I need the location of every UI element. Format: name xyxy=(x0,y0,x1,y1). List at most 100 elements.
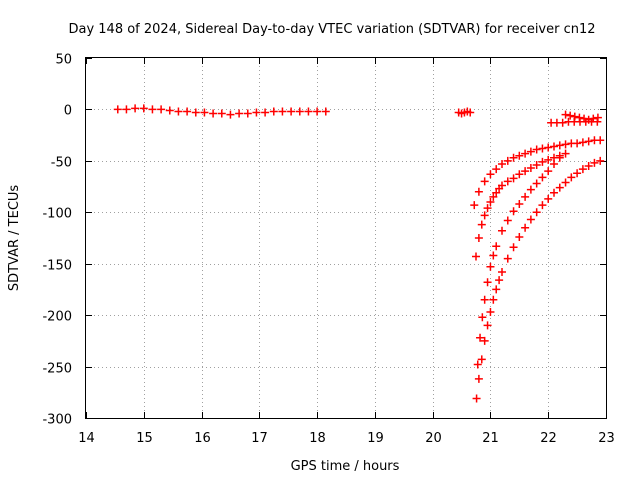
data-point xyxy=(269,107,278,116)
data-point xyxy=(477,355,486,364)
data-point xyxy=(578,165,587,174)
data-point xyxy=(573,169,582,178)
data-point xyxy=(544,167,553,176)
data-point xyxy=(480,177,489,186)
data-point xyxy=(544,194,553,203)
x-tick-label: 21 xyxy=(482,431,499,446)
data-point xyxy=(492,242,501,251)
data-point xyxy=(503,177,512,186)
data-point xyxy=(486,308,495,317)
data-point xyxy=(593,113,602,122)
x-tick-label: 14 xyxy=(78,431,95,446)
data-point xyxy=(550,142,558,151)
data-point xyxy=(555,183,564,192)
y-tick-label: -150 xyxy=(42,259,72,274)
data-point xyxy=(515,170,524,179)
data-point xyxy=(480,336,489,345)
data-point xyxy=(466,108,475,117)
data-point xyxy=(483,278,492,287)
data-point xyxy=(313,107,322,116)
data-point xyxy=(532,179,541,188)
data-point xyxy=(561,140,570,149)
data-point xyxy=(555,141,564,150)
data-point xyxy=(489,295,498,304)
y-tick-label: 0 xyxy=(64,104,72,119)
x-tick-label: 20 xyxy=(425,431,442,446)
data-point xyxy=(558,118,567,127)
data-point xyxy=(113,105,122,114)
data-point xyxy=(584,162,593,170)
data-point xyxy=(480,211,489,220)
data-point xyxy=(570,112,579,121)
data-point xyxy=(509,153,518,162)
data-point xyxy=(532,160,541,169)
data-point xyxy=(191,108,200,117)
y-axis-label: SDTVAR / TECUs xyxy=(7,185,22,292)
x-tick-label: 18 xyxy=(309,431,326,446)
data-point xyxy=(209,109,218,118)
data-point xyxy=(474,187,483,196)
data-point xyxy=(561,149,570,158)
data-point xyxy=(521,223,530,232)
data-point xyxy=(590,158,599,167)
axis-ticks: 14 15 16 17 18 19 20 21 22 23 -300 -250 -200 -150 -100… xyxy=(42,53,614,447)
data-point xyxy=(498,159,506,168)
data-point xyxy=(472,252,480,261)
data-point xyxy=(575,113,584,122)
series-arc-1 xyxy=(113,104,330,119)
data-point xyxy=(509,243,518,252)
y-tick-label: -100 xyxy=(42,207,72,222)
data-point xyxy=(492,285,501,294)
data-point xyxy=(486,262,495,271)
data-point xyxy=(492,165,501,174)
data-point xyxy=(515,232,524,241)
data-point xyxy=(596,156,605,165)
data-point xyxy=(567,173,576,182)
data-point xyxy=(498,181,506,190)
data-point xyxy=(503,216,512,225)
data-point xyxy=(200,108,209,117)
data-point xyxy=(287,107,296,116)
data-point xyxy=(489,192,498,201)
data-point xyxy=(183,107,192,116)
x-tick-label: 15 xyxy=(136,431,153,446)
series-arc-5 xyxy=(473,153,564,369)
data-point xyxy=(521,192,530,201)
x-tick-label: 17 xyxy=(251,431,268,446)
data-point xyxy=(243,109,252,118)
data-point xyxy=(295,107,304,116)
chart-title: Day 148 of 2024, Sidereal Day-to-day VTE… xyxy=(68,22,595,37)
y-tick-label: -250 xyxy=(42,362,72,377)
data-point xyxy=(515,200,524,209)
data-point xyxy=(584,137,593,146)
data-point xyxy=(235,109,244,118)
data-point xyxy=(526,164,535,173)
data-point xyxy=(480,295,489,304)
series-arc-4 xyxy=(472,149,570,261)
x-tick-label: 19 xyxy=(367,431,384,446)
data-point xyxy=(492,188,501,197)
data-point xyxy=(544,143,553,152)
data-point xyxy=(131,104,140,113)
data-point xyxy=(304,107,313,116)
data-point xyxy=(578,138,587,147)
series-arc-2 xyxy=(454,107,475,118)
data-point xyxy=(122,105,131,114)
data-point xyxy=(174,107,183,116)
data-point xyxy=(474,234,483,242)
plot-frame xyxy=(85,57,607,419)
data-point xyxy=(538,144,547,153)
data-point xyxy=(498,267,506,276)
data-point xyxy=(478,313,487,322)
data-point xyxy=(486,170,495,179)
series-arc-6 xyxy=(472,156,605,403)
y-tick-label: -200 xyxy=(42,310,72,325)
data-point xyxy=(483,204,492,213)
data-point xyxy=(538,157,547,166)
series-arc-8 xyxy=(561,110,602,124)
data-point xyxy=(521,167,530,176)
data-point xyxy=(477,220,486,229)
data-point xyxy=(157,105,166,114)
data-point xyxy=(148,105,157,114)
data-point xyxy=(321,107,330,116)
